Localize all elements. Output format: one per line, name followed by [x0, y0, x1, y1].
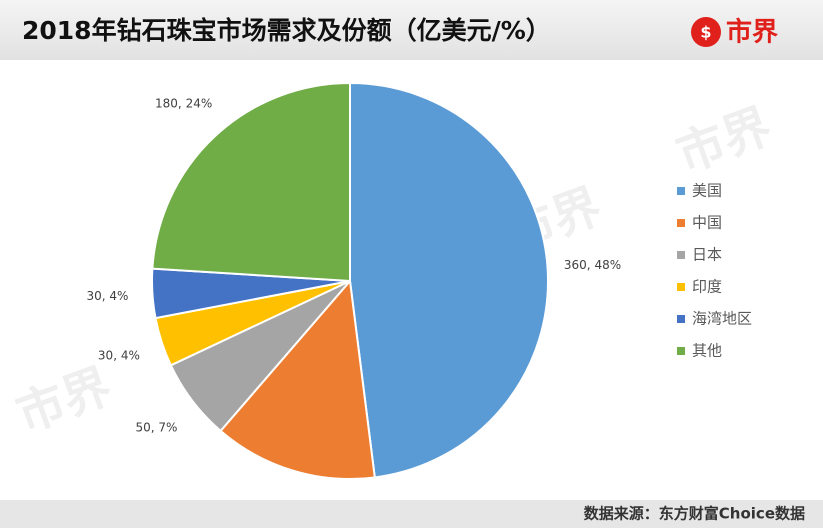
legend-label: 印度 [692, 278, 722, 296]
legend-label: 中国 [692, 214, 722, 232]
pie: 360, 48%100, 13%50, 7%30, 4%30, 4%180, 2… [87, 81, 621, 520]
pie-slice [219, 278, 376, 480]
legend-swatch [677, 315, 685, 323]
legend-swatch [677, 283, 685, 291]
header-bar [0, 0, 823, 60]
logo-icon [691, 17, 721, 47]
logo-text: 市界 [726, 17, 778, 48]
legend-label: 其他 [692, 342, 722, 360]
data-label: 30, 4% [87, 289, 129, 303]
chart-title: 2018年钻石珠宝市场需求及份额（亿美元/%） [22, 16, 551, 45]
legend-swatch [677, 187, 685, 195]
legend-label: 海湾地区 [692, 310, 752, 328]
footer-bar [0, 500, 823, 528]
source: 数据来源：东方财富Choice数据 [584, 505, 805, 523]
legend-label: 美国 [692, 182, 722, 200]
pie-slice [349, 81, 549, 479]
logo-mark: $ [700, 23, 711, 42]
data-label: 50, 7% [135, 420, 177, 434]
legend-swatch [677, 347, 685, 355]
watermark: 市界 [9, 358, 118, 443]
watermark: 市界 [669, 98, 778, 183]
legend-swatch [677, 251, 685, 259]
legend-swatch [677, 219, 685, 227]
data-label: 30, 4% [98, 349, 140, 363]
data-label: 180, 24% [155, 96, 212, 110]
data-label: 360, 48% [564, 258, 621, 272]
legend-label: 日本 [692, 246, 722, 264]
pie-slice [151, 81, 351, 283]
